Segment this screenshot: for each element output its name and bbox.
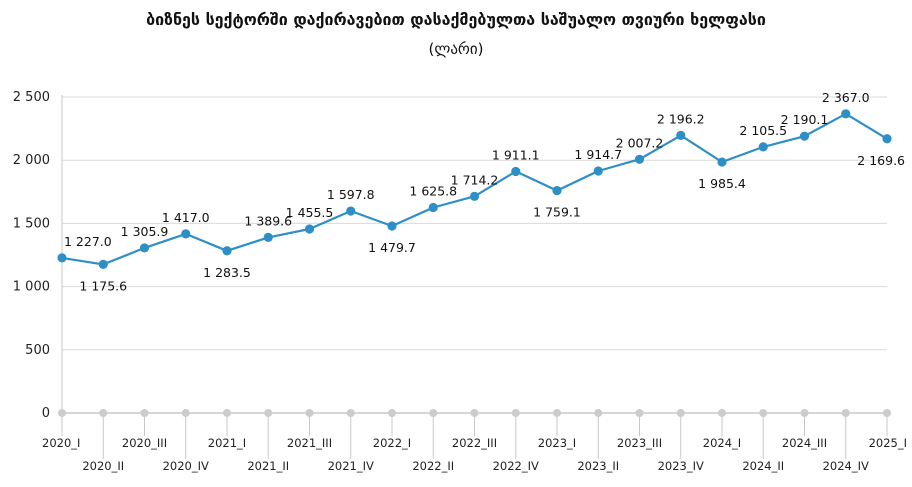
data-point xyxy=(593,166,603,176)
x-tick-label: 2023_III xyxy=(617,436,662,450)
data-label: 1 227.0 xyxy=(64,234,112,249)
data-point xyxy=(222,246,232,256)
data-point xyxy=(428,202,438,213)
x-tick-marker xyxy=(800,409,809,417)
data-label: 1 283.5 xyxy=(203,265,251,280)
x-tick-label: 2022_III xyxy=(452,436,497,450)
data-label: 1 625.8 xyxy=(409,183,457,198)
x-tick-label: 2020_II xyxy=(82,459,124,473)
data-point xyxy=(841,109,851,119)
data-label: 1 914.7 xyxy=(574,147,622,162)
x-tick-marker xyxy=(470,409,479,417)
data-point xyxy=(799,131,810,141)
x-tick-marker xyxy=(264,409,273,417)
x-tick-label: 2024_III xyxy=(782,436,827,450)
data-label: 2 367.0 xyxy=(822,90,870,105)
x-tick-label: 2021_IV xyxy=(328,459,374,473)
data-point xyxy=(676,130,686,141)
data-label: 1 597.8 xyxy=(327,187,375,202)
data-point xyxy=(263,232,273,242)
data-label: 2 105.5 xyxy=(739,123,787,138)
data-label: 1 479.7 xyxy=(368,240,416,255)
x-tick-label: 2022_II xyxy=(412,459,454,473)
data-point xyxy=(139,243,150,253)
data-point xyxy=(387,221,397,231)
x-tick-label: 2023_IV xyxy=(658,459,704,473)
x-tick-marker xyxy=(305,409,314,417)
y-tick-label: 2 000 xyxy=(13,153,50,168)
x-tick-marker xyxy=(346,409,355,417)
x-tick-marker xyxy=(594,409,603,417)
x-tick-label: 2024_IV xyxy=(823,459,869,473)
x-tick-label: 2021_III xyxy=(287,436,332,450)
data-label: 2 007.2 xyxy=(616,135,664,150)
data-point xyxy=(469,191,480,201)
data-label: 1 985.4 xyxy=(698,176,746,191)
x-tick-marker xyxy=(883,409,891,417)
data-point xyxy=(758,142,768,152)
x-tick-marker xyxy=(58,409,66,417)
data-label: 2 190.1 xyxy=(781,112,829,127)
x-tick-label: 2020_I xyxy=(42,436,80,450)
x-tick-label: 2021_II xyxy=(247,459,289,473)
y-tick-label: 2 500 xyxy=(13,90,50,105)
chart-subtitle: (ლარი) xyxy=(428,40,484,58)
x-tick-marker xyxy=(759,409,768,417)
x-tick-label: 2020_III xyxy=(122,436,167,450)
x-tick-label: 2025_I xyxy=(869,436,907,450)
x-tick-marker xyxy=(181,409,190,417)
x-tick-label: 2023_I xyxy=(538,436,576,450)
x-tick-marker xyxy=(429,409,438,417)
x-tick-marker xyxy=(841,409,850,417)
x-tick-marker xyxy=(718,409,726,417)
data-label: 2 169.6 xyxy=(857,153,905,168)
x-tick-label: 2023_II xyxy=(577,459,619,473)
x-tick-label: 2024_II xyxy=(742,459,784,473)
data-label: 1 175.6 xyxy=(79,278,127,293)
x-tick-label: 2021_I xyxy=(208,436,246,450)
x-tick-label: 2020_IV xyxy=(163,459,209,473)
data-point xyxy=(304,224,315,234)
data-point xyxy=(882,134,892,144)
chart-title: ბიზნეს სექტორში დაქირავებით დასაქმებულთა… xyxy=(146,10,766,29)
x-tick-marker xyxy=(676,409,685,417)
y-tick-label: 500 xyxy=(25,343,50,358)
x-tick-label: 2022_I xyxy=(373,436,411,450)
x-tick-label: 2022_IV xyxy=(493,459,539,473)
x-tick-marker xyxy=(511,409,520,417)
data-label: 1 714.2 xyxy=(451,172,499,187)
y-tick-label: 0 xyxy=(42,406,50,421)
data-label: 1 389.6 xyxy=(244,213,292,228)
data-point xyxy=(57,253,67,263)
data-point xyxy=(181,229,191,239)
data-point xyxy=(634,154,645,164)
data-point xyxy=(511,166,521,177)
y-tick-label: 1 000 xyxy=(13,280,50,295)
x-tick-marker xyxy=(99,409,108,417)
x-tick-label: 2024_I xyxy=(703,436,741,450)
data-point xyxy=(717,157,727,167)
data-label: 1 759.1 xyxy=(533,205,581,220)
x-tick-marker xyxy=(388,409,396,417)
x-tick-marker xyxy=(553,409,561,417)
data-label: 1 911.1 xyxy=(492,147,540,162)
data-point xyxy=(98,259,108,270)
x-tick-marker xyxy=(223,409,231,417)
x-tick-marker xyxy=(140,409,149,417)
data-point xyxy=(552,186,562,196)
data-label: 1 305.9 xyxy=(121,224,169,239)
data-label: 1 455.5 xyxy=(286,205,334,220)
data-point xyxy=(346,206,356,216)
x-tick-marker xyxy=(635,409,644,417)
data-label: 1 417.0 xyxy=(162,210,210,225)
data-label: 2 196.2 xyxy=(657,111,705,126)
y-tick-label: 1 500 xyxy=(13,216,50,231)
